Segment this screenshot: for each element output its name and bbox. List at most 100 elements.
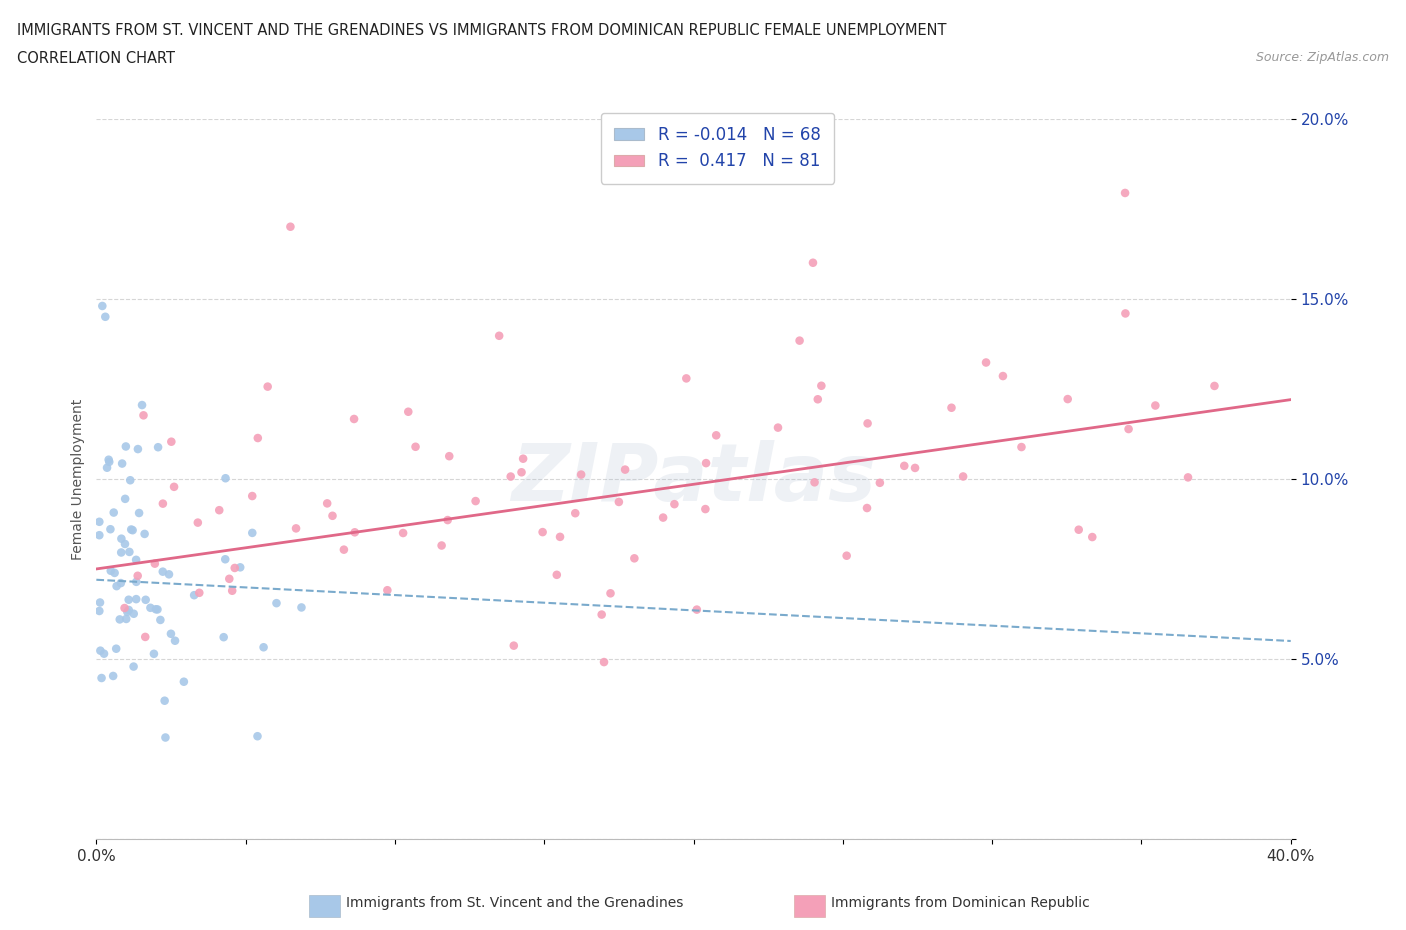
Point xyxy=(125,575,148,590)
Point xyxy=(118,592,141,607)
Point xyxy=(430,538,453,553)
Point xyxy=(224,561,246,576)
Point xyxy=(396,405,419,419)
Point xyxy=(142,646,165,661)
Point xyxy=(392,525,415,540)
Point xyxy=(105,578,128,593)
Point xyxy=(89,527,111,542)
Point xyxy=(121,523,143,538)
Text: Source: ZipAtlas.com: Source: ZipAtlas.com xyxy=(1256,51,1389,64)
Point xyxy=(173,674,195,689)
Point xyxy=(114,601,136,616)
Point xyxy=(114,537,136,551)
Point xyxy=(803,475,825,490)
Point xyxy=(856,416,879,431)
Point xyxy=(664,497,686,512)
Point xyxy=(187,515,209,530)
Point xyxy=(125,552,148,567)
Point xyxy=(163,633,186,648)
Point xyxy=(132,408,155,423)
Point xyxy=(240,488,263,503)
Point xyxy=(801,256,824,271)
Point xyxy=(131,398,153,413)
Text: Immigrants from Dominican Republic: Immigrants from Dominican Republic xyxy=(831,896,1090,910)
Point xyxy=(94,310,117,325)
Point xyxy=(96,460,118,475)
Point xyxy=(321,509,343,524)
Point xyxy=(104,565,127,580)
Point xyxy=(502,638,524,653)
Point xyxy=(695,456,717,471)
Point xyxy=(1067,523,1090,538)
Point xyxy=(856,500,879,515)
Point xyxy=(652,511,675,525)
Point xyxy=(599,586,621,601)
Point xyxy=(118,544,141,559)
Point xyxy=(134,526,156,541)
Point xyxy=(869,475,891,490)
Point xyxy=(146,440,169,455)
Point xyxy=(766,420,789,435)
Point xyxy=(155,730,177,745)
Point xyxy=(183,588,205,603)
Point xyxy=(266,596,288,611)
Text: IMMIGRANTS FROM ST. VINCENT AND THE GRENADINES VS IMMIGRANTS FROM DOMINICAN REPU: IMMIGRANTS FROM ST. VINCENT AND THE GREN… xyxy=(17,23,946,38)
Legend: R = -0.014   N = 68, R =  0.417   N = 81: R = -0.014 N = 68, R = 0.417 N = 81 xyxy=(600,113,834,183)
Point xyxy=(110,531,132,546)
Point xyxy=(246,729,269,744)
Point xyxy=(108,612,131,627)
Point xyxy=(127,442,149,457)
Point xyxy=(122,659,145,674)
Point xyxy=(103,505,125,520)
Point xyxy=(117,604,139,619)
Point xyxy=(110,545,132,560)
Point xyxy=(157,567,180,582)
Point xyxy=(89,514,111,529)
Point xyxy=(810,379,832,393)
Point xyxy=(153,693,176,708)
Y-axis label: Female Unemployment: Female Unemployment xyxy=(72,398,86,560)
Point xyxy=(128,506,150,521)
Point xyxy=(285,521,308,536)
Point xyxy=(120,522,142,537)
Point xyxy=(135,592,157,607)
Point xyxy=(98,455,121,470)
Point xyxy=(240,525,263,540)
Point xyxy=(114,491,136,506)
Point xyxy=(835,549,858,564)
Point xyxy=(510,465,533,480)
Point xyxy=(512,451,534,466)
Point xyxy=(89,595,111,610)
Point xyxy=(152,497,174,512)
Point xyxy=(974,355,997,370)
Point xyxy=(686,602,709,617)
Point xyxy=(548,529,571,544)
Point xyxy=(1204,379,1226,393)
Point xyxy=(488,328,510,343)
Point xyxy=(256,379,278,394)
Point xyxy=(789,333,811,348)
Point xyxy=(1118,421,1140,436)
Point xyxy=(436,512,458,527)
Point xyxy=(163,479,186,494)
Point xyxy=(188,585,211,600)
Point xyxy=(405,439,427,454)
Point xyxy=(101,669,124,684)
Point xyxy=(134,630,156,644)
Point xyxy=(1056,392,1078,406)
Point xyxy=(704,428,727,443)
Point xyxy=(316,496,339,511)
Point xyxy=(1177,470,1199,485)
Point xyxy=(91,299,114,313)
Point xyxy=(97,452,120,467)
Point xyxy=(593,655,616,670)
Point xyxy=(290,600,312,615)
Point xyxy=(893,458,915,473)
Point xyxy=(607,495,630,510)
Point xyxy=(377,583,399,598)
Point xyxy=(143,556,166,571)
Point xyxy=(221,583,243,598)
Point xyxy=(695,501,717,516)
Point xyxy=(111,456,134,471)
Point xyxy=(89,644,111,658)
